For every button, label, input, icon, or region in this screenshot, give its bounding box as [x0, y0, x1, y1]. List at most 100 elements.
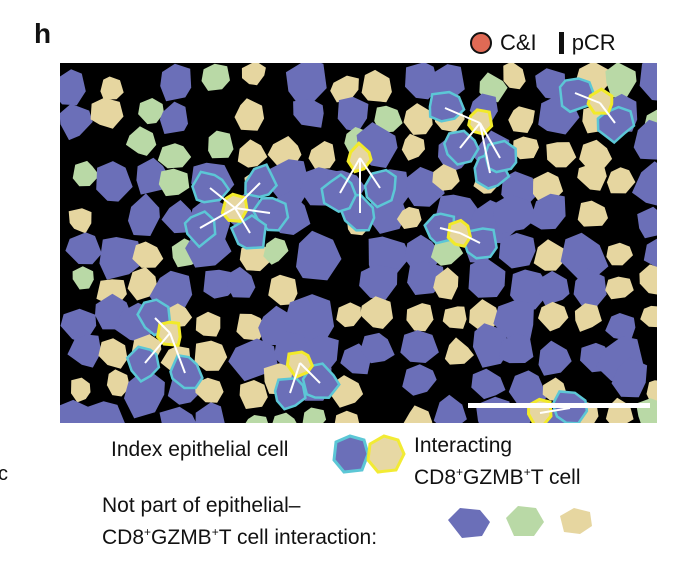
cell [195, 402, 225, 423]
cell [471, 368, 506, 400]
cell [106, 369, 130, 397]
epithelial-swatch [448, 508, 490, 538]
cell [374, 105, 403, 133]
cell [606, 167, 636, 194]
interaction-edge [459, 232, 481, 244]
cell [433, 394, 467, 423]
cell [432, 164, 460, 191]
cell [574, 303, 602, 332]
cell [201, 63, 230, 91]
cell [296, 230, 342, 281]
legend-index: Index epithelial cell [111, 437, 288, 463]
cell [72, 266, 94, 290]
index-epithelial-label: Index epithelial cell [111, 438, 289, 461]
cell [637, 206, 657, 239]
index-epithelial-cell [428, 90, 466, 123]
cell [512, 136, 539, 160]
cell [546, 142, 577, 168]
cell [245, 415, 269, 423]
legend-interacting: Interacting CD8+GZMB+T cell [414, 433, 581, 491]
cell [442, 306, 467, 329]
cell [539, 270, 570, 306]
cell [82, 401, 125, 423]
cell [65, 232, 102, 265]
cell [239, 380, 268, 409]
interacting-tcell [586, 87, 614, 115]
interaction-edge [234, 207, 271, 214]
interaction-edge [539, 407, 571, 414]
cell [302, 407, 327, 423]
ci-dot-icon [470, 32, 492, 54]
ci-label: C&I [500, 30, 537, 55]
cell [401, 133, 425, 161]
cell [71, 377, 91, 403]
cell [72, 160, 100, 187]
cell [503, 63, 526, 90]
cell [639, 264, 657, 295]
cell [493, 194, 537, 234]
cell [468, 257, 506, 298]
cell [60, 103, 93, 141]
cell [508, 106, 535, 133]
legend-noninteracting-swatches [448, 506, 592, 538]
cell [272, 412, 297, 423]
cell [285, 63, 327, 106]
index-epithelial-swatch [332, 434, 370, 474]
top-legend: C&I pCR [470, 30, 616, 56]
cell [195, 311, 221, 337]
cell [263, 237, 289, 265]
cell [579, 139, 613, 171]
cell [194, 340, 228, 371]
cell [227, 266, 256, 298]
cell [573, 268, 607, 310]
cell [159, 406, 197, 423]
interaction-edge [444, 107, 481, 124]
cell [577, 200, 608, 227]
cell [508, 370, 548, 406]
cell [337, 96, 369, 132]
cell [533, 239, 569, 271]
interacting-tcell [467, 108, 494, 136]
index-epithelial-cell [183, 210, 217, 249]
interaction-edge [199, 207, 236, 229]
cell [60, 399, 92, 423]
cell [194, 377, 224, 403]
cell [67, 334, 102, 368]
index-epithelial-cell [301, 362, 341, 399]
cell [577, 163, 607, 191]
interaction-edges [144, 92, 616, 414]
cell [157, 143, 192, 169]
index-epithelial-cell [558, 77, 596, 114]
cell [96, 161, 133, 202]
interaction-edge [339, 157, 361, 194]
cell [360, 332, 395, 364]
cell [308, 141, 336, 170]
cell [403, 405, 433, 423]
cell [361, 69, 392, 103]
interacting-tcell-swatch [366, 434, 406, 474]
cell [336, 302, 361, 328]
cell [158, 168, 190, 197]
pcr-label: pCR [571, 30, 616, 55]
legend-swatch-pair [332, 434, 406, 474]
interaction-edge [234, 207, 251, 234]
interaction-edge [209, 187, 236, 209]
interaction-edge [599, 102, 616, 124]
cell [560, 232, 609, 280]
cell [128, 193, 160, 236]
cell [234, 98, 265, 131]
interacting-line2: CD8+GZMB+T cell [414, 465, 581, 489]
cell [236, 313, 266, 341]
interaction-edge [144, 332, 171, 364]
cell [643, 238, 657, 268]
index-epithelial-cell [273, 377, 307, 411]
cell [400, 330, 439, 363]
interaction-edge [479, 122, 501, 159]
edge-stub: c [0, 463, 8, 485]
index-epithelial-cell [596, 105, 636, 145]
cell [605, 63, 637, 98]
cell [469, 299, 500, 329]
cell [96, 279, 127, 305]
interaction-edge [169, 332, 186, 374]
cell [538, 340, 572, 376]
